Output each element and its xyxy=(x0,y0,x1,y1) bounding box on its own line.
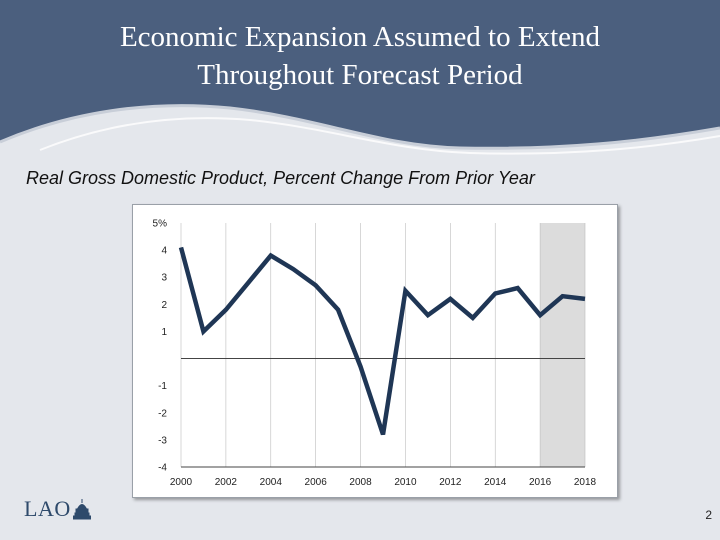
chart-subtitle: Real Gross Domestic Product, Percent Cha… xyxy=(26,168,535,188)
axes-layer xyxy=(181,358,585,468)
dome-icon xyxy=(72,499,91,520)
y-tick-label: -3 xyxy=(158,435,167,446)
x-tick-label: 2012 xyxy=(439,477,462,488)
x-tick-label: 2006 xyxy=(305,477,328,488)
forecast-shading-layer xyxy=(540,223,585,467)
header-background xyxy=(0,0,720,155)
tick-labels-layer: -4 -3 -2 -1 1 2 3 4 5% 2000 2002 2004 2006 2008 2010 20… xyxy=(153,219,597,489)
forecast-shading xyxy=(540,223,585,467)
y-tick-label: -2 xyxy=(158,408,167,419)
x-tick-label: 2008 xyxy=(349,477,372,488)
y-tick-label: 2 xyxy=(161,300,167,311)
x-tick-label: 2016 xyxy=(529,477,552,488)
x-tick-label: 2010 xyxy=(394,477,417,488)
y-tick-label: 3 xyxy=(161,273,167,284)
y-tick-label: -4 xyxy=(158,463,167,474)
x-tick-label: 2000 xyxy=(170,477,193,488)
gdp-line-chart: -4 -3 -2 -1 1 2 3 4 5% 2000 2002 2004 2006 2008 2010 20… xyxy=(153,219,597,489)
gdp-series-line xyxy=(178,246,586,436)
x-tick-label: 2018 xyxy=(574,477,597,488)
lao-logo: LAO xyxy=(24,494,91,524)
y-tick-label: -1 xyxy=(158,381,167,392)
slide-title-line-2: Throughout Forecast Period xyxy=(197,59,523,91)
chart-frame: -4 -3 -2 -1 1 2 3 4 5% 2000 2002 2004 2006 2008 2010 20… xyxy=(132,204,618,498)
y-tick-label: 5% xyxy=(153,219,168,230)
x-tick-label: 2002 xyxy=(215,477,238,488)
slide-title-line-1: Economic Expansion Assumed to Extend xyxy=(119,21,601,53)
x-tick-label: 2004 xyxy=(260,477,283,488)
y-tick-label: 1 xyxy=(161,327,167,338)
slide-title: Economic Expansion Assumed to Extend Thr… xyxy=(0,18,720,94)
gridlines-layer xyxy=(180,223,586,467)
series-layer xyxy=(178,246,586,436)
page-number: 2 xyxy=(705,508,712,522)
logo-text: LAO xyxy=(24,496,71,521)
x-tick-label: 2014 xyxy=(484,477,507,488)
y-tick-label: 4 xyxy=(161,246,167,257)
